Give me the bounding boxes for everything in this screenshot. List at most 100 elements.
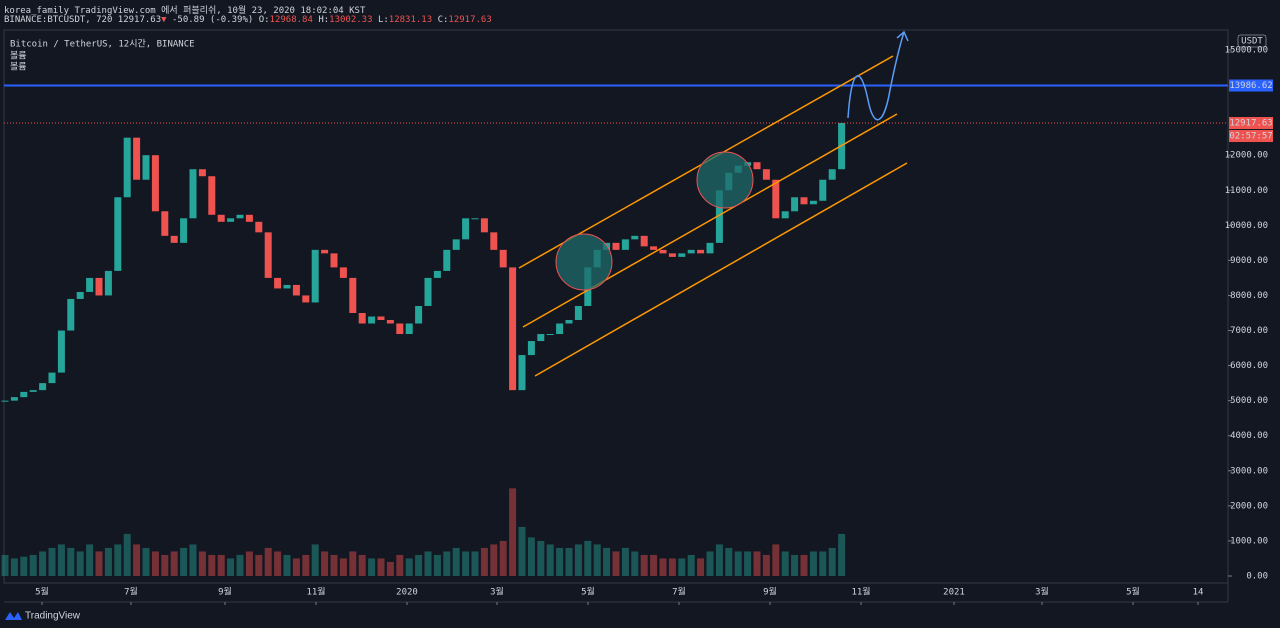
candle: [368, 316, 376, 324]
candle: [490, 232, 498, 250]
l-label: L:: [377, 15, 389, 25]
x-tick-label: 11월: [851, 586, 870, 598]
volume-bar: [452, 547, 460, 576]
volume-bar: [800, 554, 808, 576]
x-tick-label: 5월: [35, 586, 49, 598]
x-tick-label: 9월: [218, 586, 232, 598]
volume-bar: [245, 551, 253, 576]
y-tick-label: 8000.00: [1230, 291, 1268, 301]
channel-bottom: [534, 162, 908, 377]
candle: [424, 277, 432, 306]
candle: [198, 169, 206, 177]
unit-label: USDT: [1241, 37, 1263, 47]
volume-bar: [161, 554, 169, 576]
candle: [443, 249, 451, 271]
candle: [274, 277, 282, 289]
volume-bar: [86, 544, 94, 576]
volume-bar: [330, 554, 338, 576]
candle: [650, 246, 658, 250]
plot-area: [3, 29, 1229, 584]
volume-bar: [142, 547, 150, 576]
volume-bar: [321, 551, 329, 576]
candle: [227, 218, 235, 222]
candle: [668, 253, 676, 257]
candle: [753, 162, 761, 170]
volume-bar: [67, 547, 75, 576]
candle: [20, 391, 28, 398]
price-level-label: 12917.63: [1229, 119, 1272, 129]
highlight-circle: [555, 233, 613, 291]
volume-bar: [198, 551, 206, 576]
volume-bar: [114, 544, 122, 576]
candle: [76, 291, 84, 299]
candle: [133, 137, 141, 180]
candle: [264, 232, 272, 278]
volume-bar: [208, 554, 216, 576]
candle: [386, 320, 394, 324]
volume-bar: [255, 554, 263, 576]
y-tick-label: 12000.00: [1225, 151, 1268, 161]
candle: [245, 214, 253, 222]
candle: [697, 249, 705, 254]
candle: [330, 253, 338, 268]
change: -50.89 (-0.39%): [172, 15, 254, 25]
y-tick-label: 5000.00: [1230, 396, 1268, 406]
candle: [1, 400, 9, 402]
channel-mid: [522, 113, 898, 328]
candle: [358, 312, 366, 324]
candle: [57, 330, 65, 373]
candle: [39, 383, 47, 391]
candle: [189, 169, 197, 219]
highlight-circle: [696, 151, 754, 209]
volume-bar: [828, 547, 836, 576]
down-arrow: ▼: [161, 15, 167, 25]
x-tick-label: 7월: [672, 586, 686, 598]
h-value: 13002.33: [329, 15, 373, 25]
candle: [339, 267, 347, 278]
x-tick-label: 3월: [1035, 586, 1049, 598]
x-tick-label: 5월: [1126, 586, 1140, 598]
x-tick-label: 7월: [124, 586, 138, 598]
candle: [433, 270, 441, 278]
volume-bar: [565, 547, 573, 576]
volume-bar: [762, 554, 770, 576]
volume-bar: [480, 547, 488, 576]
candle: [462, 218, 470, 240]
legend-volume: 볼륨: [10, 62, 27, 73]
candle: [537, 334, 545, 342]
candle: [574, 305, 582, 321]
volume-bar: [433, 554, 441, 576]
volume-bar: [377, 558, 385, 576]
candle: [170, 235, 178, 243]
volume-bar: [349, 551, 357, 576]
volume-bar: [405, 558, 413, 576]
y-tick-label: 15000.00: [1225, 45, 1268, 55]
volume-bar: [574, 544, 582, 576]
volume-bar: [302, 554, 310, 576]
volume-bar: [29, 554, 37, 576]
volume-bar: [151, 551, 159, 576]
candle: [772, 179, 780, 219]
volume-bar: [734, 551, 742, 576]
candle: [706, 242, 714, 254]
volume-bar: [659, 558, 667, 576]
candle: [29, 390, 37, 392]
candle: [791, 197, 799, 212]
volume-bar: [396, 554, 404, 576]
drawings: [518, 30, 909, 377]
candle: [151, 155, 159, 212]
volume-bar: [123, 533, 131, 576]
volume-bar: [809, 551, 817, 576]
legend-volume: 볼륨: [10, 51, 27, 62]
publisher: korea_family TradingView.com 에서 퍼블리쉬, 10…: [4, 6, 366, 16]
ohlc-line: BINANCE:BTCUSDT, 720 12917.63▼ -50.89 (-…: [4, 15, 492, 25]
volume-bar: [584, 540, 592, 576]
candle: [509, 267, 517, 391]
volume-bar: [443, 551, 451, 576]
candle: [161, 211, 169, 236]
o-value: 12968.84: [269, 15, 313, 25]
price: 12917.63: [117, 15, 162, 25]
volume-bar: [593, 544, 601, 576]
volume-bar: [650, 554, 658, 576]
